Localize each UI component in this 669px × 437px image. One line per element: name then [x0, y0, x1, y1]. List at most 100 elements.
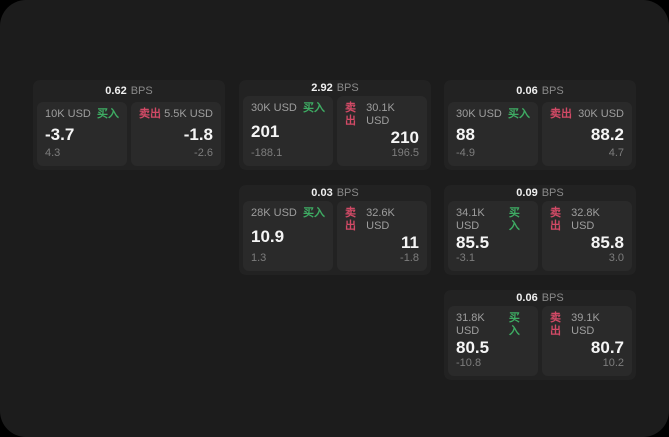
sell-panel[interactable]: 卖出 30K USD 88.2 4.7: [542, 102, 632, 166]
buy-panel[interactable]: 34.1K USD 买入 85.5 -3.1: [448, 201, 538, 271]
buy-price: 85.5: [456, 233, 490, 252]
buy-panel[interactable]: 30K USD 买入 201 -188.1: [243, 96, 333, 166]
quote-card: 0.06 BPS 30K USD 买入 88 -4.9 卖出 30K USD 8…: [444, 80, 636, 170]
buy-price: -3.7: [45, 124, 75, 144]
buy-delta: -188.1: [251, 147, 283, 159]
buy-panel-top: 30K USD 买入: [456, 108, 530, 121]
sell-price: -1.8: [183, 124, 213, 144]
card-header: 0.09 BPS: [444, 185, 636, 201]
sell-delta: 3.0: [608, 252, 624, 264]
sell-panel[interactable]: 卖出 5.5K USD -1.8 -2.6: [131, 102, 221, 166]
buy-panel-top: 31.8K USD 买入: [456, 312, 530, 338]
buy-amount: 30K USD: [456, 108, 502, 120]
sell-button[interactable]: 卖出: [550, 312, 561, 337]
card-header: 0.62 BPS: [33, 80, 225, 102]
card-header: 0.06 BPS: [444, 80, 636, 102]
buy-amount: 31.8K USD: [456, 312, 485, 337]
card-header: 0.06 BPS: [444, 290, 636, 306]
bps-suffix-label: BPS: [541, 85, 564, 97]
buy-panel[interactable]: 31.8K USD 买入 80.5 -10.8: [448, 306, 538, 376]
buy-delta: -10.8: [456, 357, 482, 369]
quote-panels: 10K USD 买入 -3.7 4.3 卖出 5.5K USD -1.8 -2.…: [37, 102, 221, 166]
sell-panel-top: 卖出 5.5K USD: [139, 108, 213, 121]
sell-price: 85.8: [590, 233, 624, 252]
sell-amount: 5.5K USD: [164, 108, 213, 120]
quote-panels: 30K USD 买入 88 -4.9 卖出 30K USD 88.2 4.7: [448, 102, 632, 166]
sell-panel[interactable]: 卖出 32.6K USD 11 -1.8: [337, 201, 427, 271]
sell-price: 210: [390, 128, 419, 147]
buy-button[interactable]: 买入: [97, 108, 119, 120]
buy-delta: 4.3: [45, 147, 61, 159]
buy-delta: 1.3: [251, 252, 267, 264]
quote-card: 0.06 BPS 31.8K USD 买入 80.5 -10.8 卖出 39.1…: [444, 290, 636, 380]
quote-card: 0.62 BPS 10K USD 买入 -3.7 4.3 卖出 5.5K USD…: [33, 80, 225, 170]
buy-amount: 28K USD: [251, 207, 297, 219]
buy-panel-top: 30K USD 买入: [251, 102, 325, 115]
sell-button[interactable]: 卖出: [345, 207, 356, 232]
buy-button[interactable]: 买入: [303, 207, 325, 219]
sell-panel[interactable]: 卖出 30.1K USD 210 196.5: [337, 96, 427, 166]
sell-delta: -1.8: [400, 252, 419, 264]
sell-panel-top: 卖出 32.6K USD: [345, 207, 419, 233]
card-header: 2.92 BPS: [239, 80, 431, 96]
quote-card: 0.09 BPS 34.1K USD 买入 85.5 -3.1 卖出 32.8K…: [444, 185, 636, 275]
bps-value: 0.06: [516, 292, 538, 304]
sell-price: 80.7: [590, 338, 624, 357]
sell-amount: 30.1K USD: [366, 102, 395, 127]
quote-panels: 28K USD 买入 10.9 1.3 卖出 32.6K USD 11 -1.8: [243, 201, 427, 271]
buy-button[interactable]: 买入: [508, 207, 520, 232]
sell-panel-top: 卖出 39.1K USD: [550, 312, 624, 338]
buy-panel-top: 34.1K USD 买入: [456, 207, 530, 233]
buy-panel[interactable]: 28K USD 买入 10.9 1.3: [243, 201, 333, 271]
buy-panel-top: 28K USD 买入: [251, 207, 325, 220]
bps-suffix-label: BPS: [130, 85, 153, 97]
sell-amount: 30K USD: [578, 108, 624, 120]
bps-value: 0.62: [105, 85, 127, 97]
sell-button[interactable]: 卖出: [139, 108, 161, 120]
sell-delta: 4.7: [608, 147, 624, 159]
sell-delta: -2.6: [194, 147, 213, 159]
quote-card: 2.92 BPS 30K USD 买入 201 -188.1 卖出 30.1K …: [239, 80, 431, 170]
sell-panel[interactable]: 卖出 32.8K USD 85.8 3.0: [542, 201, 632, 271]
buy-price: 10.9: [251, 226, 285, 246]
bps-value: 0.06: [516, 85, 538, 97]
sell-amount: 39.1K USD: [571, 312, 600, 337]
buy-button[interactable]: 买入: [508, 108, 530, 120]
quote-panels: 31.8K USD 买入 80.5 -10.8 卖出 39.1K USD 80.…: [448, 306, 632, 376]
buy-price: 88: [456, 124, 475, 144]
bps-value: 0.03: [311, 187, 333, 199]
quote-panels: 34.1K USD 买入 85.5 -3.1 卖出 32.8K USD 85.8…: [448, 201, 632, 271]
card-header: 0.03 BPS: [239, 185, 431, 201]
sell-button[interactable]: 卖出: [550, 207, 561, 232]
buy-price: 201: [251, 121, 280, 141]
bps-value: 0.09: [516, 187, 538, 199]
sell-amount: 32.8K USD: [571, 207, 600, 232]
bps-value: 2.92: [311, 82, 333, 94]
sell-button[interactable]: 卖出: [345, 102, 356, 127]
sell-panel-top: 卖出 32.8K USD: [550, 207, 624, 233]
quote-panels: 30K USD 买入 201 -188.1 卖出 30.1K USD 210 1…: [243, 96, 427, 166]
buy-button[interactable]: 买入: [303, 102, 325, 114]
sell-panel-top: 卖出 30.1K USD: [345, 102, 419, 128]
buy-price: 80.5: [456, 338, 490, 357]
sell-delta: 196.5: [391, 147, 419, 159]
buy-delta: -3.1: [456, 252, 475, 264]
bps-suffix-label: BPS: [336, 187, 359, 199]
buy-panel-top: 10K USD 买入: [45, 108, 119, 121]
buy-amount: 34.1K USD: [456, 207, 485, 232]
sell-button[interactable]: 卖出: [550, 108, 572, 120]
sell-panel[interactable]: 卖出 39.1K USD 80.7 10.2: [542, 306, 632, 376]
buy-panel[interactable]: 30K USD 买入 88 -4.9: [448, 102, 538, 166]
buy-panel[interactable]: 10K USD 买入 -3.7 4.3: [37, 102, 127, 166]
bps-suffix-label: BPS: [541, 187, 564, 199]
sell-amount: 32.6K USD: [366, 207, 395, 232]
sell-panel-top: 卖出 30K USD: [550, 108, 624, 121]
bps-suffix-label: BPS: [336, 82, 359, 94]
buy-amount: 30K USD: [251, 102, 297, 114]
sell-price: 11: [401, 233, 419, 252]
sell-delta: 10.2: [602, 357, 624, 369]
bps-suffix-label: BPS: [541, 292, 564, 304]
buy-button[interactable]: 买入: [508, 312, 520, 337]
